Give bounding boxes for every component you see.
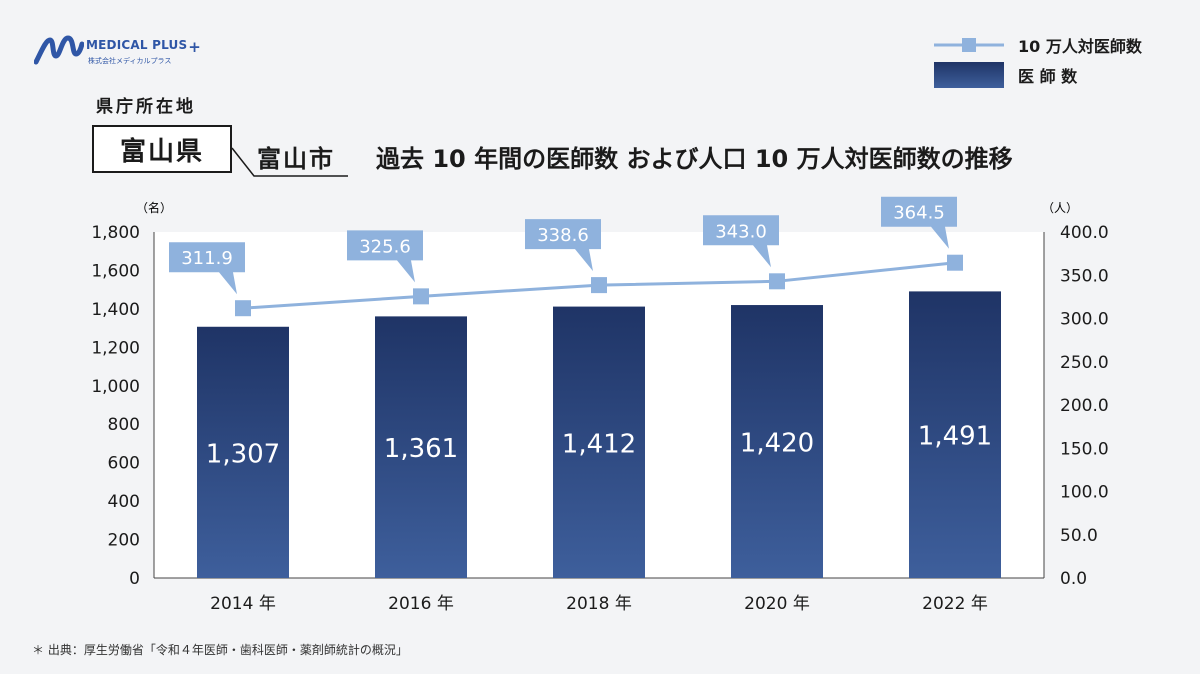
line-value-label: 311.9	[181, 248, 233, 269]
y-left-tick-label: 1,200	[91, 338, 140, 358]
legend-line-label: 10 万人対医師数	[1018, 37, 1142, 56]
chart-title: 過去 10 年間の医師数 および人口 10 万人対医師数の推移	[376, 145, 1013, 173]
y-right-tick-label: 50.0	[1060, 526, 1098, 546]
y-left-tick-label: 1,800	[91, 223, 140, 243]
legend-bar-label: 医 師 数	[1018, 67, 1078, 86]
brand-subtitle: 株式会社メディカルプラス	[88, 57, 172, 65]
bar-physicians	[197, 326, 289, 578]
y-left-tick-label: 800	[108, 415, 140, 435]
x-tick-label: 2018 年	[566, 594, 632, 614]
y-right-tick-label: 100.0	[1060, 483, 1109, 503]
y-left-tick-label: 200	[108, 531, 140, 551]
line-value-label: 338.6	[537, 225, 589, 246]
bar-physicians	[553, 306, 645, 578]
y-left-tick-label: 0	[129, 569, 140, 589]
line-point-marker	[947, 254, 963, 271]
medical-plus-logo: MEDICAL PLUS+ 株式会社メディカルプラス	[34, 30, 201, 72]
x-tick-label: 2022 年	[922, 594, 988, 614]
line-value-callout	[881, 196, 957, 249]
prefecture-name: 富山県	[92, 125, 232, 173]
legend: 10 万人対医師数 医 師 数	[934, 30, 1184, 90]
line-value-callout	[703, 215, 779, 268]
line-point-marker	[413, 288, 429, 305]
bar-value-label: 1,412	[562, 429, 636, 459]
legend-item-line: 10 万人対医師数	[934, 32, 1142, 58]
line-value-label: 364.5	[893, 203, 945, 224]
bar-physicians	[375, 316, 467, 578]
source-note: ＊ 出典：厚生労働省「令和４年医師・歯科医師・薬剤師統計の概況」	[32, 643, 408, 657]
bar-physicians	[731, 305, 823, 578]
legend-line-swatch	[934, 38, 1004, 52]
line-value-callout	[169, 242, 245, 295]
brand-name: MEDICAL PLUS+	[86, 38, 202, 56]
city-underline	[231, 147, 348, 177]
line-value-callout	[525, 219, 601, 272]
bar-value-label: 1,491	[918, 422, 992, 452]
y-left-tick-label: 600	[108, 454, 140, 474]
line-point-marker	[769, 273, 785, 290]
y-right-tick-label: 300.0	[1060, 310, 1109, 330]
logo-mark-icon	[34, 35, 84, 65]
line-value-callout	[347, 230, 423, 283]
x-tick-label: 2014 年	[210, 594, 276, 614]
bar-physicians	[909, 291, 1001, 578]
line-point-marker	[235, 300, 251, 317]
x-tick-label: 2016 年	[388, 594, 454, 614]
legend-item-bar: 医 師 数	[934, 62, 1077, 88]
line-value-label: 325.6	[359, 236, 411, 257]
y-right-tick-label: 250.0	[1060, 353, 1109, 373]
capital-label: 県庁所在地	[96, 97, 196, 117]
y-left-tick-label: 1,400	[91, 300, 140, 320]
y-right-tick-label: 150.0	[1060, 439, 1109, 459]
y-right-tick-label: 350.0	[1060, 266, 1109, 286]
y-left-tick-label: 1,000	[91, 377, 140, 397]
y-left-unit: （名）	[136, 200, 172, 215]
x-tick-label: 2020 年	[744, 594, 810, 614]
y-right-tick-label: 0.0	[1060, 569, 1087, 589]
y-right-tick-label: 400.0	[1060, 223, 1109, 243]
line-value-label: 343.0	[715, 221, 767, 242]
legend-bar-swatch	[934, 62, 1004, 88]
y-left-tick-label: 400	[108, 492, 140, 512]
bar-value-label: 1,420	[740, 429, 814, 459]
y-left-tick-label: 1,600	[91, 261, 140, 281]
y-right-unit: （人）	[1042, 201, 1078, 215]
line-point-marker	[591, 277, 607, 294]
bar-value-label: 1,361	[384, 434, 458, 464]
y-right-tick-label: 200.0	[1060, 396, 1109, 416]
bar-value-label: 1,307	[206, 439, 280, 469]
city-name: 富山市	[257, 145, 335, 173]
